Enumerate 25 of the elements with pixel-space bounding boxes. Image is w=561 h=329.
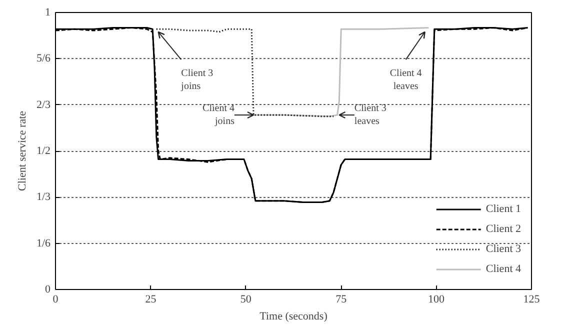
x-tick-label: 0	[52, 294, 59, 306]
y-tick-label: 1	[45, 6, 50, 18]
y-tick-label: 2/3	[36, 98, 51, 111]
legend-label: Client 4	[486, 263, 521, 275]
y-tick-label: 1/2	[36, 145, 51, 157]
x-tick-label: 125	[523, 294, 540, 306]
x-tick-label: 50	[240, 294, 252, 306]
annotation: Client 4 joins	[202, 102, 235, 128]
x-tick-label: 75	[336, 294, 348, 306]
y-axis-title: Client service rate	[16, 110, 28, 192]
y-tick-label: 0	[45, 284, 51, 296]
x-axis-title: Time (seconds)	[260, 310, 328, 322]
legend-label: Client 2	[486, 223, 521, 235]
annotation: Client 4 leaves	[390, 68, 422, 92]
legend-label: Client 1	[486, 203, 521, 215]
y-tick-label: 5/6	[36, 52, 51, 65]
annotation: Client 3 leaves	[354, 102, 386, 128]
y-tick-label: 1/6	[36, 237, 51, 250]
annotation: Client 3 joins	[180, 68, 214, 92]
x-tick-label: 100	[428, 294, 446, 306]
line-series	[156, 28, 334, 118]
x-tick-label: 25	[145, 294, 157, 306]
y-tick-label: 1/3	[36, 191, 51, 204]
line-series	[252, 26, 430, 118]
legend-label: Client 3	[486, 243, 521, 255]
